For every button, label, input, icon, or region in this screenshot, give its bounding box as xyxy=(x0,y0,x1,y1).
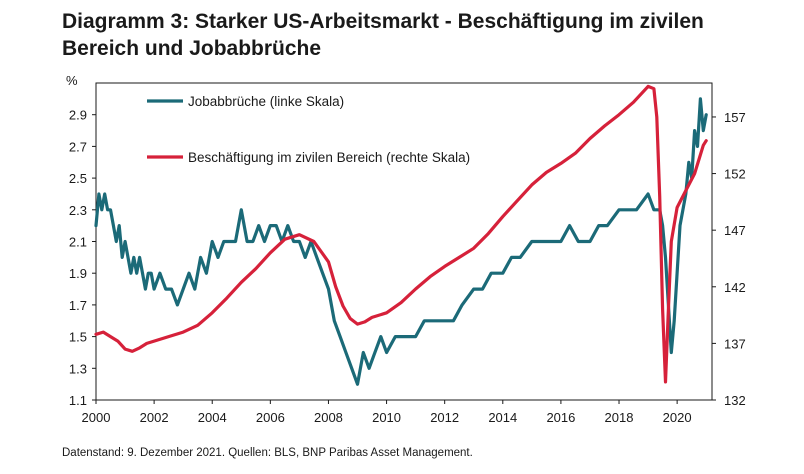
left-tick-label: 1.1 xyxy=(69,393,87,408)
x-tick-label: 2020 xyxy=(663,410,692,425)
left-tick-label: 2.1 xyxy=(69,235,87,250)
source-note: Datenstand: 9. Dezember 2021. Quellen: B… xyxy=(62,447,473,459)
left-tick-label: 2.5 xyxy=(69,171,87,186)
right-tick-label: 157 xyxy=(724,110,746,125)
left-tick-label: 2.7 xyxy=(69,139,87,154)
left-axis-ticks: 1.1 1.3 1.5 1.7 1.9 2.1 2.3 2.5 2.7 2.9 xyxy=(69,108,96,408)
legend-label: Beschäftigung im zivilen Bereich (rechte… xyxy=(188,150,470,165)
plot-frame xyxy=(95,82,713,401)
x-tick-label: 2008 xyxy=(314,410,343,425)
right-tick-label: 142 xyxy=(724,280,746,295)
x-tick-label: 2004 xyxy=(198,410,227,425)
left-tick-label: 1.9 xyxy=(69,266,87,281)
right-tick-label: 137 xyxy=(724,336,746,351)
x-tick-label: 2014 xyxy=(488,410,517,425)
x-tick-label: 2016 xyxy=(546,410,575,425)
series-line-jobabbrueche xyxy=(94,97,708,386)
x-tick-label: 2006 xyxy=(256,410,285,425)
right-tick-label: 147 xyxy=(724,223,746,238)
series-line-beschaeftigung xyxy=(94,84,708,384)
series-layer xyxy=(94,84,708,386)
x-tick-label: 2002 xyxy=(140,410,169,425)
x-tick-label: 2012 xyxy=(430,410,459,425)
left-tick-label: 2.9 xyxy=(69,108,87,123)
left-tick-label: 2.3 xyxy=(69,203,87,218)
right-tick-label: 132 xyxy=(724,393,746,408)
x-tick-label: 2018 xyxy=(605,410,634,425)
chart-title: Diagramm 3: Starker US-Arbeitsmarkt - Be… xyxy=(62,10,704,60)
left-axis-unit-label: % xyxy=(66,73,78,88)
x-tick-label: 2000 xyxy=(82,410,111,425)
left-tick-label: 1.3 xyxy=(69,361,87,376)
right-axis-ticks: 132 137 142 147 152 157 xyxy=(712,110,746,408)
x-axis-ticks: 2000 2002 2004 2006 2008 2010 2012 2014 2016 2018… xyxy=(82,400,692,425)
left-tick-label: 1.5 xyxy=(69,330,87,345)
right-tick-label: 152 xyxy=(724,167,746,182)
legend-label: Jobabbrüche (linke Skala) xyxy=(188,94,344,109)
x-tick-label: 2010 xyxy=(372,410,401,425)
legend: Jobabbrüche (linke Skala) Beschäftigung i… xyxy=(147,94,470,165)
left-tick-label: 1.7 xyxy=(69,298,87,313)
